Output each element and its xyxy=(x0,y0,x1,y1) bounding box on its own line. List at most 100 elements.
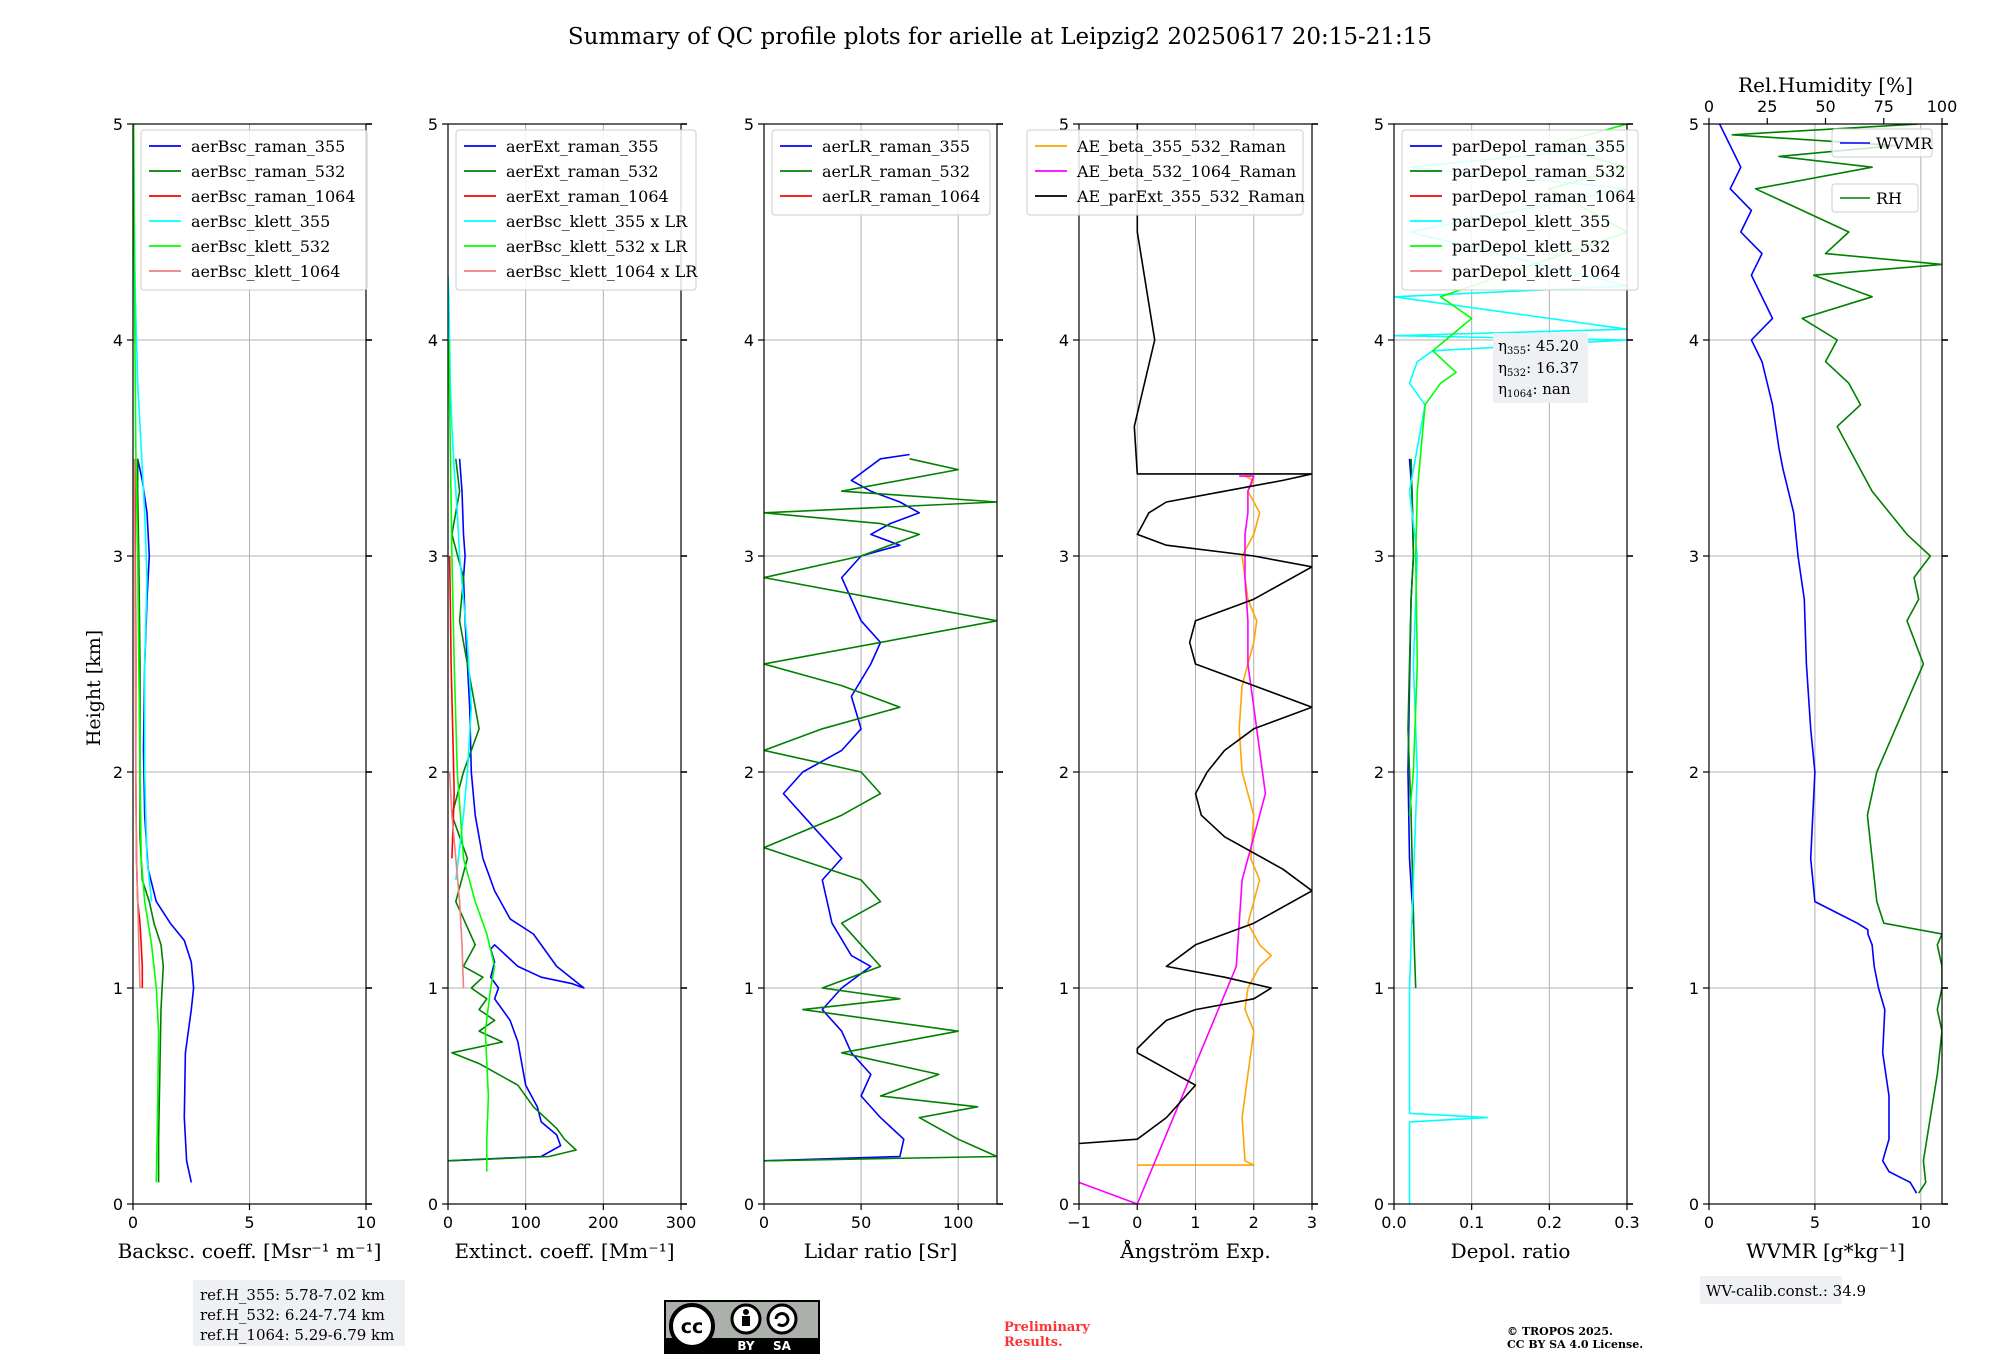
legend-label: aerBsc_klett_532 x LR xyxy=(506,237,688,256)
x-axis-label: Depol. ratio xyxy=(1451,1239,1571,1263)
legend-label: parDepol_klett_532 xyxy=(1452,237,1610,256)
x2-tick-label: 50 xyxy=(1815,97,1835,116)
legend: parDepol_raman_355 parDepol_raman_532 parD… xyxy=(1401,129,1639,291)
y-tick-label: 2 xyxy=(1059,763,1069,782)
by-icon-body xyxy=(742,1316,750,1326)
legend-box xyxy=(1831,128,1933,158)
wv-box-bg xyxy=(1700,1276,1842,1304)
x-tick-label: 5 xyxy=(244,1213,254,1232)
copyright-line-2: CC BY SA 4.0 License. xyxy=(1507,1338,1643,1351)
x-tick-label: 0 xyxy=(759,1213,769,1232)
x-tick-label: 0 xyxy=(128,1213,138,1232)
figure-title: Summary of QC profile plots for arielle … xyxy=(568,24,1432,50)
y-tick-label: 5 xyxy=(428,115,438,134)
x-axis-label: Ångström Exp. xyxy=(1119,1238,1270,1263)
wv-calib-text: WV-calib.const.: 34.9 xyxy=(1706,1282,1866,1300)
axes-frame xyxy=(1708,123,1943,1205)
legend: AE_beta_355_532_Raman AE_beta_532_1064_Ra… xyxy=(1026,129,1305,216)
series-line-AE-beta-355-532-Raman xyxy=(1137,475,1272,1166)
legend-label: AE_beta_355_532_Raman xyxy=(1076,137,1286,156)
y-tick-label: 2 xyxy=(1374,763,1384,782)
y-tick-label: 0 xyxy=(744,1195,754,1214)
legend-box xyxy=(771,129,991,216)
series-line-aerBsc-klett-355-x-LR xyxy=(448,275,473,881)
sa-icon-arrow xyxy=(774,1312,790,1327)
x-axis-label: WVMR [g*kg⁻¹] xyxy=(1746,1239,1905,1263)
series-line-aerExt-raman-532 xyxy=(448,458,577,1162)
series-line-WVMR xyxy=(1718,124,1918,1194)
legend-label: aerBsc_klett_1064 xyxy=(191,262,340,281)
sa-sharealike-icon xyxy=(766,1303,798,1335)
y-tick-label: 0 xyxy=(1374,1195,1384,1214)
series-line-aerBsc-klett-532-x-LR xyxy=(448,339,496,1172)
x-axis-label: Lidar ratio [Sr] xyxy=(804,1239,958,1263)
x-tick-label: 100 xyxy=(510,1213,541,1232)
panel-3: 0 50 100 0 1 2 3 4 5 Lidar ratio [Sr] aerLR_raman_… xyxy=(744,115,1003,1263)
series-line-aerBsc-klett-1064-x-LR xyxy=(448,771,465,989)
y-tick-label: 4 xyxy=(1059,331,1069,350)
y-tick-label: 1 xyxy=(1374,979,1384,998)
legend-label: aerBsc_klett_355 xyxy=(191,212,330,231)
by-icon-head xyxy=(743,1309,749,1315)
x-tick-label: −1 xyxy=(1067,1213,1091,1232)
copyright-line-1: © TROPOS 2025. xyxy=(1507,1325,1613,1338)
x-tick-label: 100 xyxy=(943,1213,974,1232)
y-tick-label: 5 xyxy=(744,115,754,134)
legend-label: parDepol_raman_355 xyxy=(1452,137,1625,156)
x2-axis-label: Rel.Humidity [%] xyxy=(1738,73,1913,97)
series-line-aerExt-raman-355 xyxy=(448,458,585,1162)
series-line-aerBsc-raman-355 xyxy=(136,458,195,1183)
legend-label: RH xyxy=(1876,189,1902,208)
legend: aerLR_raman_355 aerLR_raman_532 aerLR_rama… xyxy=(771,129,991,216)
y-tick-label: 0 xyxy=(1689,1195,1699,1214)
x-axis-label: Backsc. coeff. [Msr⁻¹ m⁻¹] xyxy=(118,1239,382,1263)
x2-tick-label: 100 xyxy=(1927,97,1958,116)
y-tick-label: 2 xyxy=(428,763,438,782)
legend-label: aerBsc_raman_1064 xyxy=(191,187,356,206)
legend-label: aerLR_raman_355 xyxy=(822,137,970,156)
y-tick-label: 3 xyxy=(744,547,754,566)
axes-frame xyxy=(447,123,682,1205)
series-line-aerBsc-raman-532 xyxy=(136,458,165,1183)
series-line-aerLR-raman-532 xyxy=(764,458,997,1162)
legend-label: parDepol_klett_1064 xyxy=(1452,262,1621,281)
y-axis-label: Height [km] xyxy=(83,630,105,746)
sa-label: SA xyxy=(773,1339,792,1353)
reference-height-box-bg xyxy=(193,1280,405,1346)
x-tick-label: 0.3 xyxy=(1614,1213,1639,1232)
y-tick-label: 3 xyxy=(1689,547,1699,566)
y-tick-label: 3 xyxy=(1374,547,1384,566)
y-tick-label: 5 xyxy=(1374,115,1384,134)
y-tick-label: 2 xyxy=(113,763,123,782)
y-tick-label: 2 xyxy=(744,763,754,782)
y-tick-label: 1 xyxy=(428,979,438,998)
series-line-aerExt-raman-1064 xyxy=(448,555,456,859)
legend-box xyxy=(1401,129,1639,291)
eta-355: η355: 45.20 xyxy=(1498,337,1579,357)
series-group xyxy=(448,275,585,1172)
panel-5: 0.0 0.1 0.2 0.3 0 1 2 3 4 5 Depol. ratio parDepol_r… xyxy=(1374,115,1640,1263)
series-line-AE-parExt-355-532-Raman xyxy=(1079,124,1312,1145)
legend-label: AE_parExt_355_532_Raman xyxy=(1076,187,1305,206)
x-tick-label: 0 xyxy=(443,1213,453,1232)
y-tick-label: 0 xyxy=(113,1195,123,1214)
y-tick-label: 4 xyxy=(744,331,754,350)
series-group xyxy=(133,124,195,1183)
x-tick-label: 2 xyxy=(1249,1213,1259,1232)
x-tick-label: 0.1 xyxy=(1459,1213,1484,1232)
series-line-AE-beta-532-1064-Raman xyxy=(1079,475,1267,1204)
legend-box xyxy=(1831,183,1919,213)
series-line-RH xyxy=(1731,124,1942,1194)
y-tick-label: 0 xyxy=(428,1195,438,1214)
preliminary-line-1: Preliminary xyxy=(1004,1320,1090,1335)
wv-calibration-box: WV-calib.const.: 34.9 xyxy=(1700,1276,1866,1304)
y-tick-label: 0 xyxy=(1059,1195,1069,1214)
cc-by-sa-badge[interactable]: cc BY SA xyxy=(664,1300,820,1354)
y-tick-label: 3 xyxy=(113,547,123,566)
legend-box xyxy=(140,129,368,291)
legend: aerExt_raman_355 aerExt_raman_532 aerExt_r… xyxy=(455,129,698,291)
